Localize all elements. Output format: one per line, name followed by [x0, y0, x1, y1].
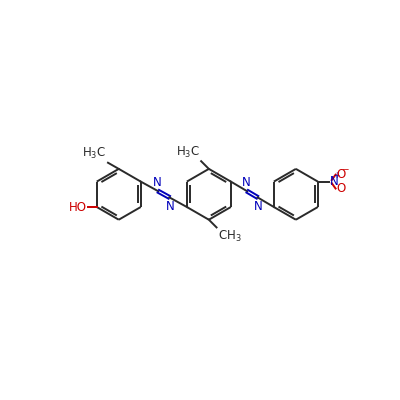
Text: CH$_3$: CH$_3$ [218, 229, 242, 244]
Text: HO: HO [69, 200, 87, 214]
Text: N: N [166, 200, 174, 213]
Text: N: N [242, 176, 251, 188]
Text: O: O [336, 182, 346, 195]
Text: H$_3$C: H$_3$C [82, 146, 106, 161]
Text: −: − [340, 164, 348, 173]
Text: N: N [330, 175, 338, 188]
Text: N: N [254, 200, 263, 213]
Text: H$_3$C: H$_3$C [176, 144, 200, 160]
Text: N: N [153, 176, 162, 188]
Text: +: + [334, 171, 340, 180]
Text: O: O [336, 168, 346, 181]
